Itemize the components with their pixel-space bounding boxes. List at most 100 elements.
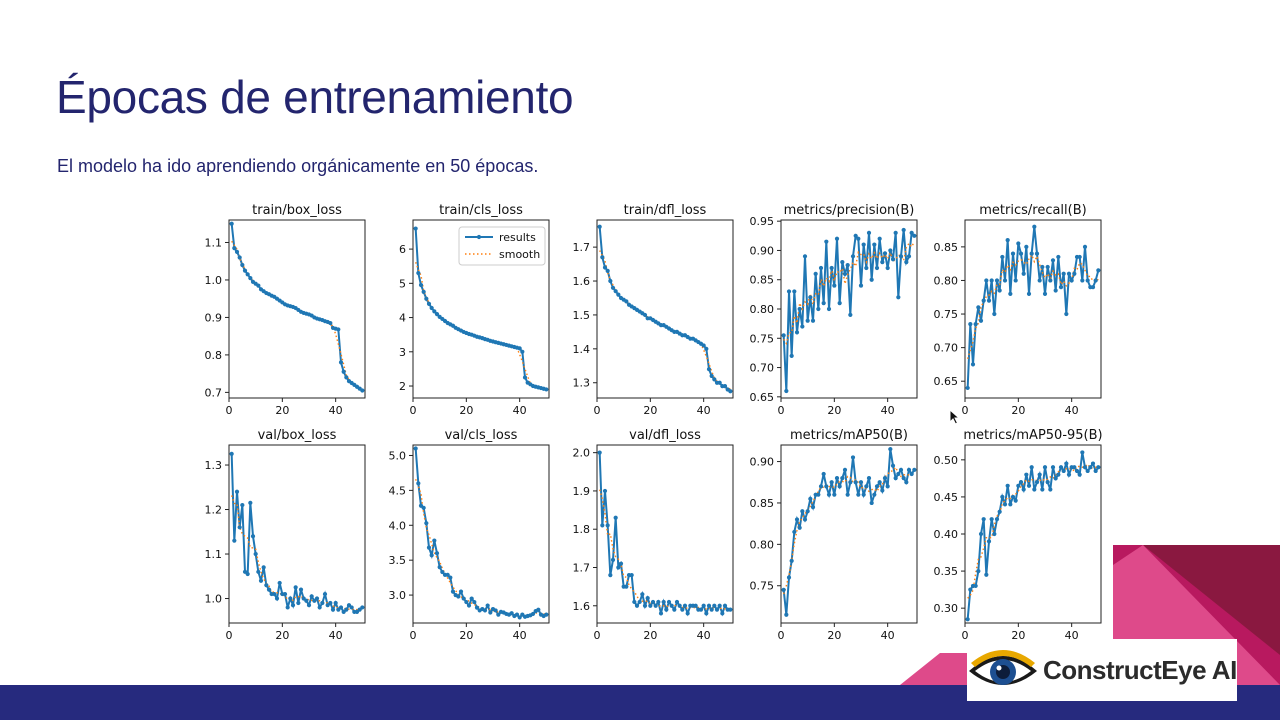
data-point — [997, 509, 1002, 514]
data-point — [885, 484, 890, 489]
chart-title: metrics/recall(B) — [979, 203, 1086, 218]
dark-red-triangle — [1143, 545, 1280, 655]
data-point — [597, 450, 602, 455]
data-point — [885, 265, 890, 271]
data-point — [864, 265, 869, 271]
data-point — [522, 375, 528, 380]
data-point — [474, 605, 480, 610]
x-tick-label: 0 — [594, 404, 601, 417]
data-point — [416, 270, 421, 276]
data-point — [704, 346, 709, 351]
data-point — [802, 517, 808, 522]
data-point — [704, 611, 709, 616]
results-line — [598, 452, 731, 617]
data-point — [842, 271, 848, 276]
data-point — [832, 283, 837, 288]
data-point — [818, 484, 824, 489]
data-point — [893, 476, 898, 481]
chart-panel: train/box_loss 0 20 40 0.7 0.8 0.9 1.0 1.1 — [205, 203, 366, 417]
data-point — [890, 257, 896, 262]
data-point — [1021, 487, 1026, 492]
data-point — [968, 322, 973, 327]
data-point — [1082, 465, 1088, 470]
data-point — [1040, 487, 1045, 492]
y-tick-label: 0.95 — [750, 215, 775, 228]
y-tick-label: 3.5 — [389, 554, 407, 567]
chart-panel: metrics/mAP50-95(B) 0 20 40 0.30 0.35 0.40 0.45… — [934, 428, 1103, 642]
data-point — [1018, 251, 1024, 256]
plot-frame — [964, 219, 1102, 399]
data-point — [320, 600, 325, 606]
data-point — [858, 480, 864, 485]
smooth-line — [967, 463, 1099, 599]
data-point — [909, 230, 914, 235]
data-point — [837, 301, 842, 306]
data-point — [360, 605, 365, 610]
data-point — [256, 283, 261, 288]
data-point — [493, 608, 498, 613]
data-point — [466, 603, 472, 608]
data-point — [413, 446, 418, 451]
data-point — [992, 531, 997, 537]
data-point — [874, 265, 880, 271]
data-point — [965, 385, 970, 391]
data-point — [1034, 479, 1040, 485]
data-point — [832, 492, 837, 497]
data-point — [1072, 465, 1077, 470]
data-point — [616, 565, 621, 570]
y-tick-label: 0.80 — [750, 303, 775, 316]
data-point — [722, 384, 728, 389]
data-point — [877, 236, 882, 241]
data-point — [432, 309, 437, 314]
data-point — [1008, 502, 1013, 507]
data-point — [426, 545, 432, 550]
data-point — [624, 299, 629, 304]
chart-title: train/cls_loss — [439, 203, 523, 218]
data-point — [1048, 278, 1053, 283]
legend-smooth-label: smooth — [499, 248, 540, 261]
data-point — [429, 553, 434, 558]
data-point — [1008, 291, 1013, 296]
data-point — [834, 236, 840, 241]
x-tick-label: 0 — [778, 404, 785, 417]
chart-panel: metrics/recall(B) 0 20 40 0.65 0.70 0.75 0.80 0.… — [934, 203, 1102, 417]
data-point — [789, 558, 794, 564]
y-tick-label: 3.0 — [389, 589, 407, 602]
chart-panel: val/dfl_loss 0 20 40 1.6 1.7 1.8 1.9 2.0 — [573, 428, 734, 642]
x-tick-label: 20 — [827, 404, 841, 417]
data-point — [901, 476, 906, 481]
data-point — [1010, 494, 1016, 500]
y-tick-label: 1.9 — [573, 485, 591, 498]
data-point — [717, 603, 722, 608]
data-point — [893, 230, 898, 235]
y-tick-label: 1.1 — [205, 236, 223, 249]
data-point — [1000, 494, 1005, 500]
data-point — [1058, 285, 1064, 290]
data-point — [341, 369, 346, 374]
x-tick-label: 0 — [226, 629, 233, 642]
data-point — [981, 298, 986, 303]
data-point — [272, 591, 277, 597]
data-point — [544, 387, 549, 392]
data-point — [706, 367, 712, 372]
data-point — [818, 265, 824, 271]
y-tick-label: 1.2 — [205, 504, 223, 517]
data-point — [904, 480, 909, 485]
data-point — [608, 573, 613, 578]
y-tick-label: 0.80 — [934, 274, 959, 287]
x-tick-label: 0 — [594, 629, 601, 642]
results-line — [782, 229, 916, 392]
y-tick-label: 0.40 — [934, 528, 959, 541]
data-point — [840, 260, 845, 265]
data-point — [488, 610, 493, 615]
data-point — [800, 509, 805, 514]
data-point — [266, 587, 272, 592]
data-point — [989, 278, 994, 283]
eye-icon — [969, 650, 1037, 685]
data-point — [514, 612, 520, 617]
data-point — [634, 603, 640, 608]
data-point — [544, 612, 549, 617]
data-point — [432, 538, 437, 543]
data-point — [229, 221, 234, 226]
plot-frame — [228, 219, 366, 399]
